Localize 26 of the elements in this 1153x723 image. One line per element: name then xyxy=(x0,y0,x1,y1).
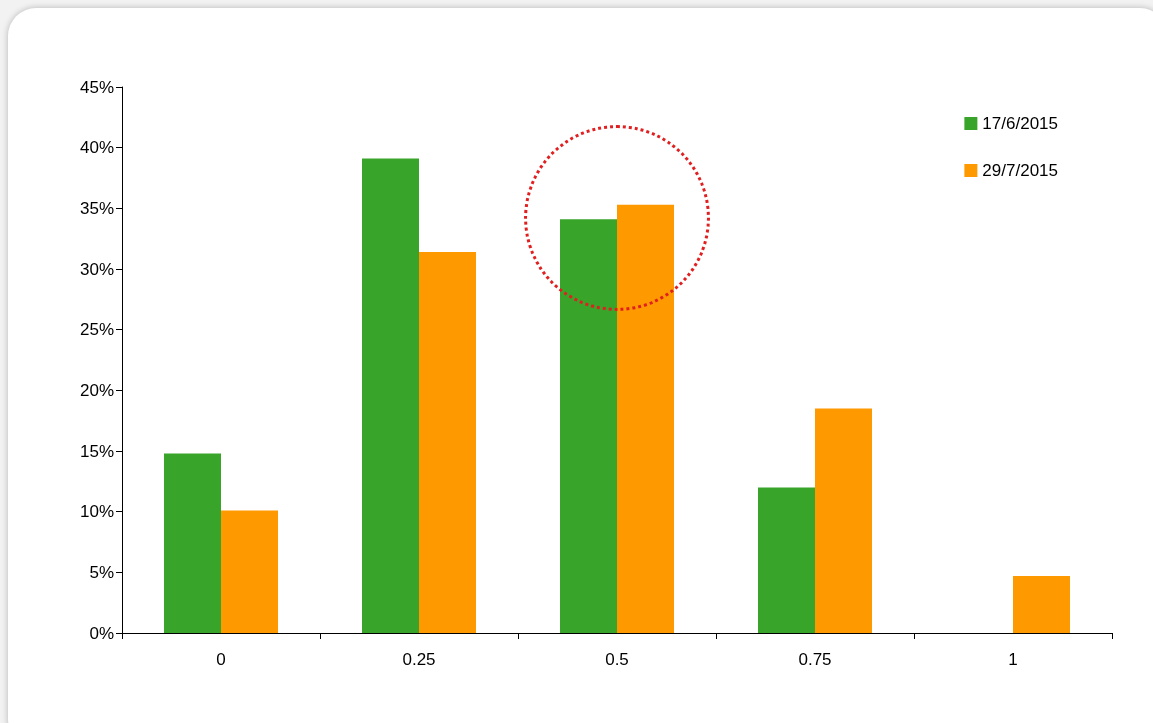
y-tick-label: 30% xyxy=(79,259,114,279)
y-tick-label: 40% xyxy=(79,138,114,158)
bar xyxy=(1013,575,1070,633)
x-tick-label: 0.25 xyxy=(402,650,436,669)
y-tick-label: 45% xyxy=(79,77,114,97)
legend-label: 29/7/2015 xyxy=(982,161,1059,180)
y-tick-label: 20% xyxy=(79,380,114,400)
bar xyxy=(815,408,872,633)
y-tick-label: 5% xyxy=(89,562,114,582)
bar xyxy=(164,453,221,633)
y-tick-label: 35% xyxy=(79,198,114,218)
legend-label: 17/6/2015 xyxy=(982,114,1059,133)
bar xyxy=(221,510,278,633)
x-tick-label: 0.75 xyxy=(798,650,832,669)
bar xyxy=(419,252,476,633)
x-tick-label: 0 xyxy=(216,650,226,669)
y-tick-label: 10% xyxy=(79,502,114,522)
x-tick-label: 0.5 xyxy=(605,650,629,669)
bar xyxy=(560,219,617,633)
y-tick-label: 0% xyxy=(89,623,114,643)
bar xyxy=(362,158,419,633)
y-tick-label: 25% xyxy=(79,320,114,340)
x-tick-label: 1 xyxy=(1008,650,1018,669)
bar xyxy=(758,487,815,633)
bar xyxy=(617,204,674,633)
y-tick-label: 15% xyxy=(79,441,114,461)
